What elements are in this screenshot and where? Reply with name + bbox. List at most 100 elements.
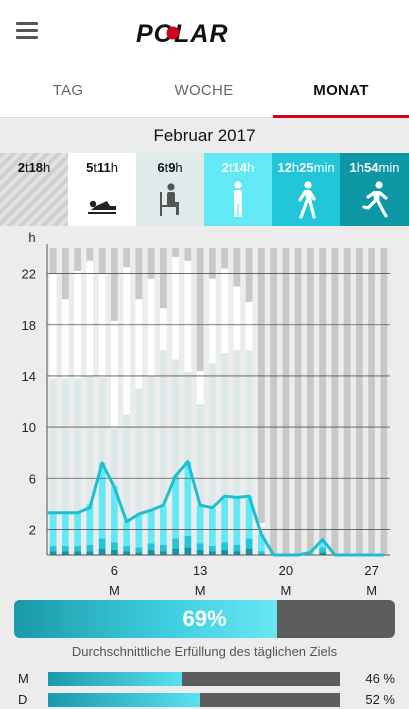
bar-segment-high xyxy=(184,547,192,555)
bar-segment-medium xyxy=(62,546,69,552)
category-duration: 6t9h xyxy=(157,160,183,175)
goal-progress-label: 69% xyxy=(182,606,227,631)
bar-segment-sitting xyxy=(209,363,216,508)
bar-segment-high xyxy=(111,549,118,555)
y-tick-label: 6 xyxy=(29,471,36,486)
x-tick-weekday: M xyxy=(195,583,206,598)
polar-logo: POLAR xyxy=(136,20,229,46)
bar-segment-medium xyxy=(209,546,216,552)
bar-segment-unknown xyxy=(196,248,204,371)
bar-segment-high xyxy=(62,551,69,555)
bar-segment-low xyxy=(135,515,143,548)
bar-segment-high xyxy=(74,551,81,555)
bar-segment-unknown xyxy=(49,248,57,274)
bar-segment-medium xyxy=(196,543,204,550)
bar-segment-sleep xyxy=(160,308,167,351)
bar-segment-sitting xyxy=(196,404,204,506)
bar-segment-sleep xyxy=(233,286,241,351)
bar-segment-sitting xyxy=(123,414,130,521)
bar-segment-unknown xyxy=(160,248,167,309)
weekday-row: D 52 % xyxy=(0,691,409,709)
category-medium[interactable]: 12h25min xyxy=(272,153,340,226)
bar-segment-sleep xyxy=(86,260,94,376)
bar-segment-sleep xyxy=(123,267,130,415)
category-sitting[interactable]: 6t9h xyxy=(136,153,204,226)
y-tick-label: 2 xyxy=(29,522,36,537)
bar-segment-high xyxy=(233,551,241,555)
bar-segment-high xyxy=(160,551,167,555)
y-tick-label: 18 xyxy=(22,318,36,333)
weekday-letter: M xyxy=(18,671,29,686)
bar-segment-unknown xyxy=(307,248,314,553)
bar-segment-sleep xyxy=(245,301,253,351)
tab-week[interactable]: WOCHE xyxy=(174,82,234,99)
bar-segment-unknown xyxy=(380,248,388,555)
category-duration: 12h25min xyxy=(277,160,335,175)
bar-segment-sleep xyxy=(221,268,228,353)
bar-segment-medium xyxy=(184,535,192,548)
bar-segment-unknown xyxy=(98,248,106,274)
bar-segment-medium xyxy=(245,538,253,549)
bar-segment-sitting xyxy=(184,372,192,462)
bar-segment-sleep xyxy=(111,320,118,429)
weekday-row: M 46 % xyxy=(0,670,409,688)
x-tick-weekday: M xyxy=(280,583,291,598)
bar-segment-sleep xyxy=(258,523,265,527)
category-low[interactable]: 2t14h xyxy=(204,153,272,226)
bar-segment-sitting xyxy=(111,428,118,486)
bar-segment-sleep xyxy=(49,273,57,379)
bar-segment-unknown xyxy=(233,248,241,287)
goal-progress-fill xyxy=(14,600,277,638)
month-title: Februar 2017 xyxy=(153,126,256,145)
bar-segment-unknown xyxy=(209,248,216,279)
weekday-bar xyxy=(48,672,340,686)
category-sleep[interactable]: 5t11h xyxy=(68,153,136,226)
x-tick-label: 6 xyxy=(111,563,118,578)
bar-segment-medium xyxy=(111,542,118,550)
bar-segment-medium xyxy=(221,542,228,550)
bar-segment-sitting xyxy=(86,375,94,504)
bar-segment-high xyxy=(86,551,94,555)
bar-segment-medium xyxy=(86,544,94,552)
bar-segment-high xyxy=(209,551,216,555)
bar-segment-low xyxy=(98,462,106,539)
hamburger-menu-icon[interactable] xyxy=(16,22,38,40)
bar-segment-low xyxy=(258,534,265,552)
category-high[interactable]: 1h54min xyxy=(340,153,409,226)
bar-segment-medium xyxy=(258,551,265,554)
app-header: POLAR xyxy=(0,0,409,64)
bar-segment-high xyxy=(245,548,253,555)
weekday-percent: 46 % xyxy=(365,671,395,686)
bar-segment-sleep xyxy=(62,299,69,379)
y-tick-label: 10 xyxy=(22,420,36,435)
y-tick-label: 14 xyxy=(22,369,36,384)
bar-segment-unknown xyxy=(123,248,130,268)
bar-segment-sitting xyxy=(221,352,228,497)
x-tick-label: 13 xyxy=(193,563,207,578)
category-duration: 2t14h xyxy=(221,160,255,175)
bar-segment-unknown xyxy=(270,248,277,555)
bar-segment-high xyxy=(135,552,143,555)
standing-person-icon xyxy=(234,181,242,217)
svg-text:POLAR: POLAR xyxy=(136,20,229,46)
bar-segment-medium xyxy=(319,547,326,553)
bar-segment-low xyxy=(221,496,228,543)
tab-day[interactable]: TAG xyxy=(52,82,84,99)
bar-segment-sitting xyxy=(245,350,253,497)
tab-month[interactable]: MONAT xyxy=(273,64,409,118)
bar-segment-medium xyxy=(49,546,57,552)
goal-progress-bar: 69% xyxy=(14,600,395,638)
period-tabs: TAG WOCHE MONAT xyxy=(0,64,409,118)
bar-segment-sleep xyxy=(98,273,106,378)
bar-segment-unknown xyxy=(111,248,118,321)
running-person-icon xyxy=(361,181,388,218)
bar-segment-medium xyxy=(98,538,106,549)
category-unknown[interactable]: 2t18h xyxy=(0,153,68,226)
y-axis-unit: h xyxy=(28,230,35,245)
bar-segment-high xyxy=(98,548,106,555)
walking-person-icon xyxy=(298,181,316,219)
bar-segment-sleep xyxy=(196,370,204,405)
bar-segment-high xyxy=(123,551,130,555)
bar-segment-low xyxy=(160,505,167,545)
bar-segment-unknown xyxy=(221,248,228,269)
